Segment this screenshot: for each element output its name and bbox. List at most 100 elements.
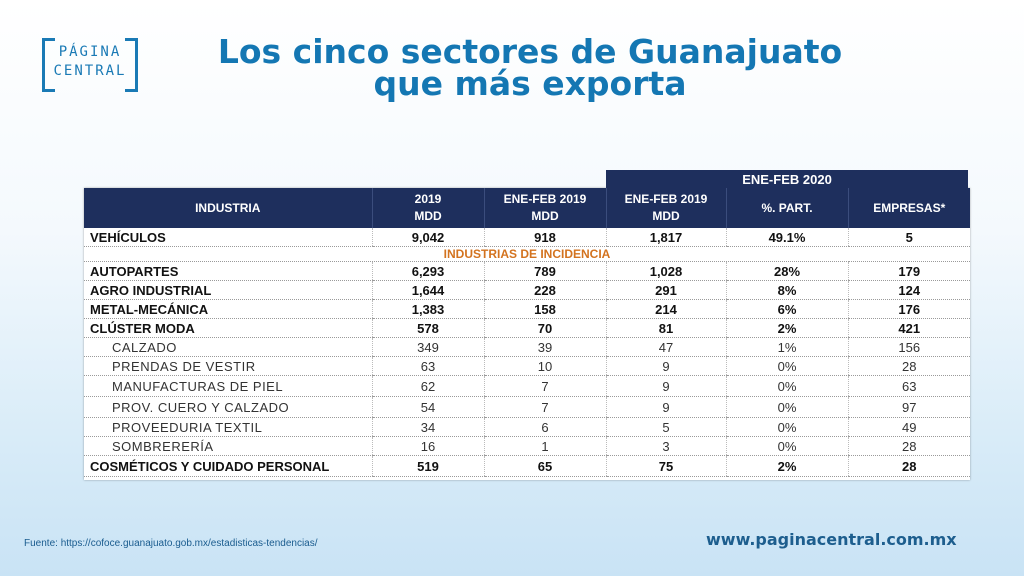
table-cell: 7 xyxy=(483,396,606,418)
table-cell: 291 xyxy=(605,280,726,300)
page-title: Los cinco sectores de Guanajuato que más… xyxy=(180,32,880,103)
table-cell: 1% xyxy=(725,337,848,357)
header-label: %. PART. xyxy=(761,200,813,215)
header-label: EMPRESAS* xyxy=(873,200,946,215)
table-cell: 0% xyxy=(725,417,848,437)
table-cell: 9 xyxy=(605,375,726,397)
logo-bracket-right xyxy=(125,38,138,92)
table-cell: 75 xyxy=(605,455,726,477)
industry-name: AGRO INDUSTRIAL xyxy=(84,280,372,300)
export-table: INDUSTRIA 2019 MDD ENE-FEB 2019 MDD ENE-FE… xyxy=(84,188,970,477)
industry-name: CALZADO xyxy=(84,337,372,357)
table-cell: 176 xyxy=(847,299,970,319)
table-cell: 6 xyxy=(483,417,606,437)
table-cell: 179 xyxy=(847,261,970,281)
table-cell: 54 xyxy=(371,396,484,418)
table-cell: 7 xyxy=(483,375,606,397)
industry-name: CLÚSTER MODA xyxy=(84,318,372,338)
table-row: AGRO INDUSTRIAL 1,644 228 291 8% 124 xyxy=(84,280,970,300)
table-cell: 1,383 xyxy=(371,299,484,319)
table-row: PRENDAS DE VESTIR 63 10 9 0% 28 xyxy=(84,356,970,376)
table-cell: 9 xyxy=(605,396,726,418)
title-line-1: Los cinco sectores de Guanajuato xyxy=(217,32,843,71)
table-row: VEHÍCULOS 9,042 918 1,817 49.1% 5 xyxy=(84,228,970,247)
table-cell: 5 xyxy=(605,417,726,437)
table-cell: 124 xyxy=(847,280,970,300)
table-row: PROVEEDURIA TEXTIL 34 6 5 0% 49 xyxy=(84,417,970,437)
table-cell: 6,293 xyxy=(371,261,484,281)
table-cell: 34 xyxy=(371,417,484,437)
header-empresas: EMPRESAS* xyxy=(847,188,970,228)
table-row: COSMÉTICOS Y CUIDADO PERSONAL 519 65 75 2% 28 xyxy=(84,455,970,477)
table-cell: 28 xyxy=(847,455,970,477)
table-cell: 1,817 xyxy=(605,228,726,247)
table-cell: 156 xyxy=(847,337,970,357)
separator-label: INDUSTRIAS DE INCIDENCIA xyxy=(84,246,970,262)
table-cell: 81 xyxy=(605,318,726,338)
industry-name: METAL-MECÁNICA xyxy=(84,299,372,319)
source-note: Fuente: https://cofoce.guanajuato.gob.mx… xyxy=(24,538,318,549)
table-cell: 158 xyxy=(483,299,606,319)
header-2019: 2019 MDD xyxy=(371,188,484,228)
industry-name: SOMBRERERÍA xyxy=(84,436,372,456)
table-row: CLÚSTER MODA 578 70 81 2% 421 xyxy=(84,318,970,338)
table-cell: 349 xyxy=(371,337,484,357)
table-cell: 16 xyxy=(371,436,484,456)
table-cell: 8% xyxy=(725,280,848,300)
table-cell: 578 xyxy=(371,318,484,338)
table-body: VEHÍCULOS 9,042 918 1,817 49.1% 5 INDUSTRIAS D… xyxy=(84,228,970,477)
table-row: METAL-MECÁNICA 1,383 158 214 6% 176 xyxy=(84,299,970,319)
header-label: 2019 xyxy=(414,192,442,206)
table-row: SOMBRERERÍA 16 1 3 0% 28 xyxy=(84,436,970,456)
table-cell: 28 xyxy=(847,436,970,456)
table-cell: 10 xyxy=(483,356,606,376)
table-header-row: INDUSTRIA 2019 MDD ENE-FEB 2019 MDD ENE-FE… xyxy=(84,188,970,228)
industry-name: AUTOPARTES xyxy=(84,261,372,281)
table-cell: 6% xyxy=(725,299,848,319)
table-cell: 65 xyxy=(483,455,606,477)
table-cell: 63 xyxy=(371,356,484,376)
table-row: PROV. CUERO Y CALZADO 54 7 9 0% 97 xyxy=(84,396,970,418)
logo-line-2: CENTRAL xyxy=(53,63,127,79)
industry-name: PRENDAS DE VESTIR xyxy=(84,356,372,376)
table-cell: 28% xyxy=(725,261,848,281)
table-cell: 421 xyxy=(847,318,970,338)
header-unit: MDD xyxy=(531,209,559,223)
table-cell: 62 xyxy=(371,375,484,397)
header-label: ENE-FEB 2019 xyxy=(503,192,587,206)
logo-bracket-left xyxy=(42,38,55,92)
industry-name: VEHÍCULOS xyxy=(84,228,372,247)
header-label: ENE-FEB 2019 xyxy=(624,192,708,206)
header-part: %. PART. xyxy=(725,188,848,228)
table-cell: 0% xyxy=(725,436,848,456)
site-url: www.paginacentral.com.mx xyxy=(706,530,957,549)
logo: PÁGINA CENTRAL xyxy=(42,38,138,92)
table-cell: 70 xyxy=(483,318,606,338)
table-cell: 228 xyxy=(483,280,606,300)
header-label: INDUSTRIA xyxy=(195,200,261,215)
table-cell: 918 xyxy=(483,228,606,247)
table-cell: 63 xyxy=(847,375,970,397)
table-cell: 519 xyxy=(371,455,484,477)
table-cell: 3 xyxy=(605,436,726,456)
header-ene-feb-2019-a: ENE-FEB 2019 MDD xyxy=(483,188,606,228)
table-cell: 9 xyxy=(605,356,726,376)
industry-name: MANUFACTURAS DE PIEL xyxy=(84,375,372,397)
table-cell: 49 xyxy=(847,417,970,437)
table-cell: 9,042 xyxy=(371,228,484,247)
title-line-2: que más exporta xyxy=(373,64,687,103)
table-cell: 39 xyxy=(483,337,606,357)
header-industria: INDUSTRIA xyxy=(84,188,372,228)
industry-name: PROVEEDURIA TEXTIL xyxy=(84,417,372,437)
table-cell: 49.1% xyxy=(725,228,848,247)
industry-name: COSMÉTICOS Y CUIDADO PERSONAL xyxy=(84,455,372,477)
table-row: AUTOPARTES 6,293 789 1,028 28% 179 xyxy=(84,261,970,281)
table-cell: 47 xyxy=(605,337,726,357)
table-cell: 214 xyxy=(605,299,726,319)
table-cell: 2% xyxy=(725,455,848,477)
header-ene-feb-2019-b: ENE-FEB 2019 MDD xyxy=(605,188,726,228)
table-cell: 1,644 xyxy=(371,280,484,300)
group-header: ENE-FEB 2020 xyxy=(606,170,968,190)
table-cell: 0% xyxy=(725,396,848,418)
table-cell: 0% xyxy=(725,356,848,376)
